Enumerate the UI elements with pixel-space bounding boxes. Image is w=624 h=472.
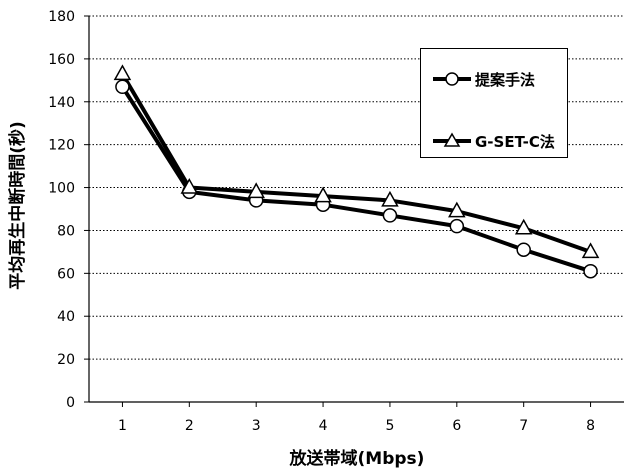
legend: 提案手法 G-SET-C法: [420, 48, 568, 158]
y-axis-title-container: 平均再生中断時間(秒): [2, 60, 28, 350]
triangle-marker: [314, 186, 332, 203]
x-tick-label: 8: [586, 418, 595, 434]
x-tick-label: 2: [185, 418, 194, 434]
triangle-marker: [514, 218, 533, 235]
legend-item-proposed: 提案手法: [431, 67, 535, 91]
y-tick-labels: 0 20 40 60 80 100 120 140 160 180: [48, 9, 75, 411]
triangle-marker: [381, 190, 399, 207]
triangle-marker: [247, 182, 265, 199]
x-tick-label: 7: [519, 418, 528, 434]
triangle-marker: [180, 178, 199, 194]
x-tick-label: 4: [319, 418, 328, 434]
x-tick-label: 5: [385, 418, 394, 434]
x-axis-title: 放送帯域(Mbps): [289, 449, 425, 469]
x-tick-label: 3: [252, 418, 261, 434]
y-tick-label: 180: [48, 9, 75, 25]
circle-marker: [382, 208, 398, 223]
y-tick-label: 120: [48, 138, 75, 154]
circle-marker-icon: [433, 72, 471, 86]
circle-marker: [449, 218, 465, 234]
legend-label-gsetc: G-SET-C法: [475, 132, 555, 151]
triangle-marker: [113, 64, 132, 81]
series-group: [113, 64, 600, 279]
y-tick-label: 20: [57, 352, 75, 368]
series-line-1: [120, 85, 592, 274]
x-tick-label: 6: [452, 418, 461, 434]
legend-label-proposed: 提案手法: [475, 70, 536, 89]
circle-marker: [115, 79, 130, 95]
legend-item-gsetc: G-SET-C法: [431, 129, 555, 153]
y-tick-label: 140: [48, 95, 75, 111]
triangle-marker-icon: [433, 132, 471, 147]
y-tick-label: 60: [57, 266, 75, 282]
circle-marker: [583, 263, 598, 279]
y-tick-label: 40: [57, 309, 75, 325]
x-tick-label: 1: [118, 418, 127, 434]
y-tick-label: 0: [66, 395, 75, 411]
circle-marker: [516, 242, 531, 257]
y-tick-label: 160: [48, 52, 75, 68]
axes: [84, 15, 624, 407]
triangle-marker: [581, 242, 600, 259]
series-line-2: [120, 72, 592, 254]
triangle-marker: [448, 201, 466, 218]
x-tick-labels: 1 2 3 4 5 6 7 8: [118, 418, 595, 434]
y-axis-title: 平均再生中断時間(秒): [7, 120, 28, 290]
y-tick-label: 80: [57, 223, 75, 239]
y-tick-label: 100: [48, 181, 75, 197]
